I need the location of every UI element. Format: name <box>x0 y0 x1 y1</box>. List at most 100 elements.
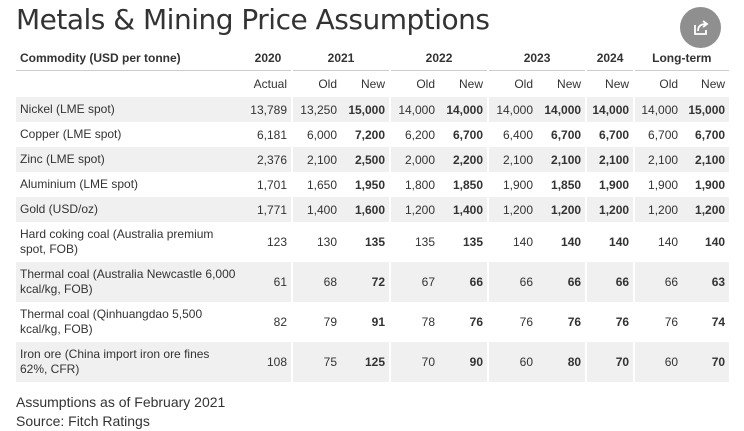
price-cell: 79 <box>291 302 341 342</box>
price-cell: 1,850 <box>453 177 484 192</box>
price-cell: 6,700 <box>633 122 683 147</box>
subheader-blank <box>16 71 244 98</box>
price-cell: 140 <box>705 235 726 249</box>
year-header-2022: 2022 <box>389 46 489 71</box>
subheader-cell: Old <box>633 70 683 97</box>
price-cell: 6,700 <box>585 122 635 147</box>
table-row: Thermal coal (Australia Newcastle 6,000 … <box>16 262 730 302</box>
commodity-label: Iron ore (China import iron ore fines 62… <box>16 342 244 382</box>
price-cell: 2,500 <box>341 147 391 172</box>
price-cell: 66 <box>585 262 635 302</box>
table-row: Copper (LME spot) 6,181 6,000 7,200 6,200 6,7… <box>16 122 729 147</box>
price-cell: 1,600 <box>341 197 391 222</box>
subheader-cell: Old <box>389 70 440 97</box>
price-cell: 2,000 <box>389 147 440 172</box>
commodity-label: Aluminium (LME spot) <box>20 177 139 191</box>
price-cell: 2,100 <box>291 147 341 172</box>
commodity-label: Thermal coal (Australia Newcastle 6,000 … <box>16 262 244 302</box>
price-cell: 1,850 <box>551 177 582 192</box>
price-cell: 140 <box>633 222 683 262</box>
price-cell: 91 <box>371 315 386 329</box>
price-cell: 108 <box>244 342 292 382</box>
price-cell: 1,200 <box>487 197 538 222</box>
subheader-cell: New <box>361 77 386 91</box>
source-note: Source: Fitch Ratings <box>16 413 150 429</box>
header-row-subheaders: Actual Old New Old New Old New New Old N… <box>16 70 729 98</box>
price-cell: 2,100 <box>487 147 538 172</box>
price-cell: 75 <box>291 342 341 382</box>
price-cell: 1,900 <box>633 172 683 197</box>
price-cell: 140 <box>561 235 582 249</box>
price-cell: 63 <box>682 262 730 302</box>
price-cell: 90 <box>439 342 489 382</box>
price-cell: 135 <box>364 235 386 249</box>
table-row: Aluminium (LME spot) 1,701 1,650 1,950 1,800… <box>16 172 729 197</box>
price-cell: 15,000 <box>341 97 391 122</box>
price-cell: 70 <box>389 342 440 382</box>
price-cell: 6,200 <box>389 122 440 147</box>
price-cell: 2,100 <box>585 147 635 172</box>
price-cell: 130 <box>291 222 341 262</box>
table-row: Thermal coal (Qinhuangdao 5,500 kcal/kg,… <box>16 302 729 342</box>
assumptions-date-note: Assumptions as of February 2021 <box>16 394 226 410</box>
price-assumptions-table: Commodity (USD per tonne) 2020 2021 2022… <box>16 46 730 382</box>
price-cell: 2,100 <box>537 147 587 172</box>
price-cell: 60 <box>487 342 538 382</box>
share-button[interactable] <box>680 7 721 48</box>
table-row: Iron ore (China import iron ore fines 62… <box>16 342 730 382</box>
subheader-cell: Old <box>291 70 341 97</box>
commodity-label: Thermal coal (Qinhuangdao 5,500 kcal/kg,… <box>20 307 203 336</box>
price-cell: 1,900 <box>487 172 538 197</box>
subheader-cell: Old <box>487 70 538 97</box>
price-cell: 140 <box>585 222 635 262</box>
price-cell: 70 <box>585 342 635 382</box>
price-cell: 1,400 <box>439 197 489 222</box>
commodity-label: Gold (USD/oz) <box>16 197 244 222</box>
commodity-label: Nickel (LME spot) <box>16 97 244 122</box>
price-cell: 1,650 <box>291 172 341 197</box>
price-cell: 6,700 <box>453 127 484 142</box>
subheader-cell: Actual <box>253 77 287 91</box>
price-cell: 1,950 <box>354 177 386 192</box>
price-cell: 1,800 <box>389 172 440 197</box>
price-cell: 60 <box>633 342 683 382</box>
price-cell: 66 <box>537 262 587 302</box>
price-cell: 14,000 <box>487 97 538 122</box>
price-cell: 1,701 <box>256 177 287 192</box>
price-cell: 1,900 <box>695 177 726 192</box>
price-cell: 14,000 <box>585 97 635 122</box>
price-cell: 14,000 <box>537 97 587 122</box>
year-header-2023: 2023 <box>487 46 587 71</box>
price-cell: 15,000 <box>682 97 730 122</box>
footnotes: Assumptions as of February 2021 Source: … <box>16 393 225 431</box>
price-cell: 1,200 <box>585 197 635 222</box>
price-cell: 6,000 <box>291 122 341 147</box>
price-cell: 1,200 <box>633 197 683 222</box>
table-row: Hard coking coal (Australia premium spot… <box>16 222 729 262</box>
share-icon <box>692 19 710 37</box>
header-row-years: Commodity (USD per tonne) 2020 2021 2022… <box>16 46 730 71</box>
price-cell: 135 <box>389 222 440 262</box>
commodity-label: Hard coking coal (Australia premium spot… <box>20 227 214 256</box>
page-title: Metals & Mining Price Assumptions <box>16 3 490 36</box>
price-cell: 66 <box>439 262 489 302</box>
price-cell: 66 <box>487 262 538 302</box>
commodity-label: Zinc (LME spot) <box>16 147 244 172</box>
price-cell: 1,200 <box>389 197 440 222</box>
price-cell: 1,771 <box>244 197 292 222</box>
price-cell: 76 <box>469 315 484 329</box>
subheader-cell: New <box>459 77 484 91</box>
price-cell: 68 <box>291 262 341 302</box>
price-cell: 6,700 <box>695 127 726 142</box>
subheader-cell: New <box>701 77 726 91</box>
price-cell: 14,000 <box>439 97 489 122</box>
price-cell: 82 <box>273 315 287 329</box>
table-row: Gold (USD/oz) 1,771 1,400 1,600 1,200 1,400 1,… <box>16 197 730 222</box>
subheader-cell: New <box>585 70 635 97</box>
price-cell: 74 <box>711 315 726 329</box>
price-cell: 14,000 <box>389 97 440 122</box>
price-cell: 7,200 <box>354 127 386 142</box>
price-cell: 1,900 <box>585 172 635 197</box>
price-cell: 76 <box>633 302 683 342</box>
price-cell: 13,789 <box>244 97 292 122</box>
